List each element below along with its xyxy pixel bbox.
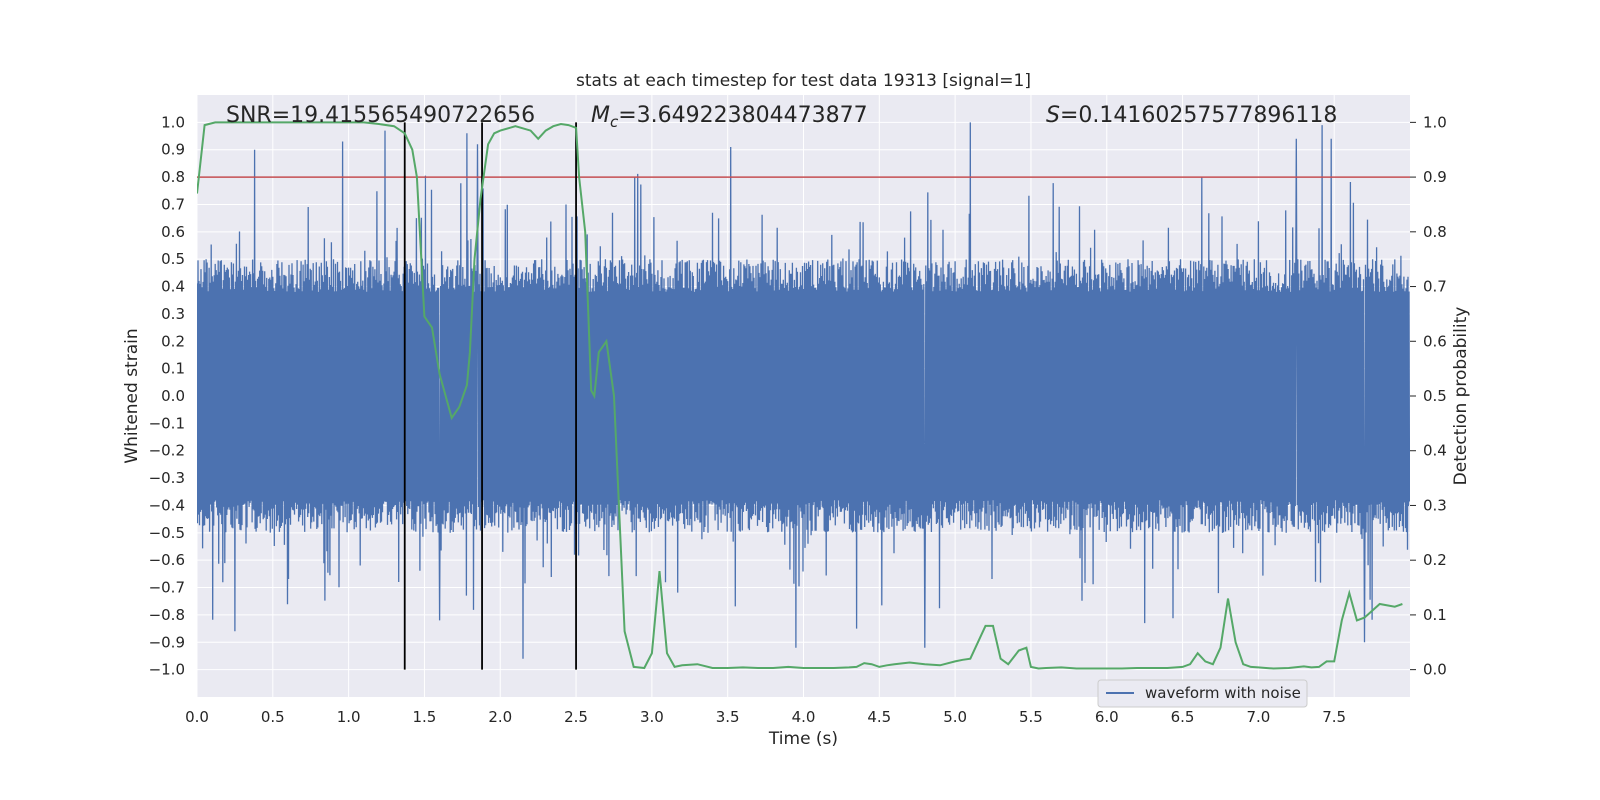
y-tick-label: −1.0 <box>149 661 185 679</box>
y-tick-label: −0.1 <box>149 414 185 432</box>
x-tick-label: 2.5 <box>564 708 588 726</box>
y-tick-label: 1.0 <box>161 113 185 131</box>
y-axis-ticks: 1.0 0.9 0.8 0.7 0.6 0.5 0.4 0.3 0.2 0.1 0.0 −0.1 −0.… <box>149 113 185 678</box>
y2-axis-label: Detection probability <box>1451 307 1471 486</box>
y2-tick-label: 0.8 <box>1423 223 1447 241</box>
y-tick-label: −0.8 <box>149 606 185 624</box>
x-tick-label: 3.5 <box>716 708 740 726</box>
y2-tick-label: 0.9 <box>1423 168 1447 186</box>
detection-probability-line <box>197 121 1403 670</box>
y-tick-label: −0.2 <box>149 442 185 460</box>
plot-area <box>197 121 1410 670</box>
legend-box <box>1097 679 1308 708</box>
y2-tick-label: 0.2 <box>1423 551 1447 569</box>
legend: waveform with noise <box>1097 679 1308 708</box>
legend-label: waveform with noise <box>1145 684 1301 702</box>
y2-tick-label: 0.6 <box>1423 332 1447 350</box>
y-tick-label: 0.6 <box>161 223 185 241</box>
y-tick-label: −0.4 <box>149 496 185 514</box>
s-annotation: S=0.14160257577896118 <box>1046 103 1337 128</box>
mc-symbol: M <box>591 103 610 128</box>
y-tick-label: −0.3 <box>149 469 185 487</box>
y2-axis-ticks: 1.0 0.9 0.8 0.7 0.6 0.5 0.4 0.3 0.2 0.1 0.0 <box>1410 113 1447 679</box>
y-tick-label: 0.1 <box>161 360 185 378</box>
x-tick-label: 3.0 <box>640 708 664 726</box>
y-tick-label: 0.5 <box>161 250 185 268</box>
x-tick-label: 4.0 <box>792 708 816 726</box>
mc-value: =3.649223804473877 <box>618 103 867 128</box>
mc-subscript: c <box>610 113 619 131</box>
x-tick-label: 6.5 <box>1171 708 1195 726</box>
y-tick-label: 0.2 <box>161 332 185 350</box>
y2-tick-label: 0.7 <box>1423 278 1447 296</box>
x-tick-label: 5.5 <box>1019 708 1043 726</box>
y-tick-label: 0.0 <box>161 387 185 405</box>
y-tick-label: 0.9 <box>161 141 185 159</box>
y2-tick-label: 0.0 <box>1423 661 1447 679</box>
y-axis-label: Whitened strain <box>122 328 142 463</box>
x-tick-label: 4.5 <box>867 708 891 726</box>
y-tick-label: −0.9 <box>149 633 185 651</box>
x-tick-label: 7.0 <box>1246 708 1270 726</box>
x-tick-label: 0.5 <box>261 708 285 726</box>
y-tick-label: −0.5 <box>149 524 185 542</box>
x-tick-label: 0.0 <box>185 708 209 726</box>
y-tick-label: 0.3 <box>161 305 185 323</box>
event-lines <box>403 122 577 670</box>
y-tick-label: 0.7 <box>161 195 185 213</box>
y-tick-label: −0.6 <box>149 551 185 569</box>
s-value: =0.14160257577896118 <box>1060 103 1337 128</box>
y-tick-label: 0.8 <box>161 168 185 186</box>
y2-tick-label: 0.5 <box>1423 387 1447 405</box>
strain-series-line <box>197 122 1410 659</box>
x-tick-label: 1.0 <box>337 708 361 726</box>
y-tick-label: 0.4 <box>161 278 185 296</box>
y2-tick-label: 0.1 <box>1423 606 1447 624</box>
y-tick-label: −0.7 <box>149 579 185 597</box>
y2-tick-label: 0.3 <box>1423 496 1447 514</box>
y2-tick-label: 0.4 <box>1423 442 1447 460</box>
x-axis-ticks: 0.0 0.5 1.0 1.5 2.0 2.5 3.0 3.5 4.0 4.5 5.0 5.5 6.0 6… <box>185 708 1346 726</box>
chart-title: stats at each timestep for test data 193… <box>576 71 1031 91</box>
x-tick-label: 6.0 <box>1095 708 1119 726</box>
x-tick-label: 2.0 <box>488 708 512 726</box>
snr-value: 19.415565490722656 <box>290 103 535 128</box>
x-axis-label: Time (s) <box>768 729 838 749</box>
y2-tick-label: 1.0 <box>1423 113 1447 131</box>
snr-label: SNR= <box>226 103 290 128</box>
chirp-mass-annotation: Mc=3.649223804473877 <box>591 103 868 131</box>
x-tick-label: 1.5 <box>413 708 437 726</box>
x-tick-label: 7.5 <box>1322 708 1346 726</box>
s-symbol: S <box>1046 103 1060 128</box>
x-tick-label: 5.0 <box>943 708 967 726</box>
snr-annotation: SNR=19.415565490722656 <box>226 103 535 128</box>
